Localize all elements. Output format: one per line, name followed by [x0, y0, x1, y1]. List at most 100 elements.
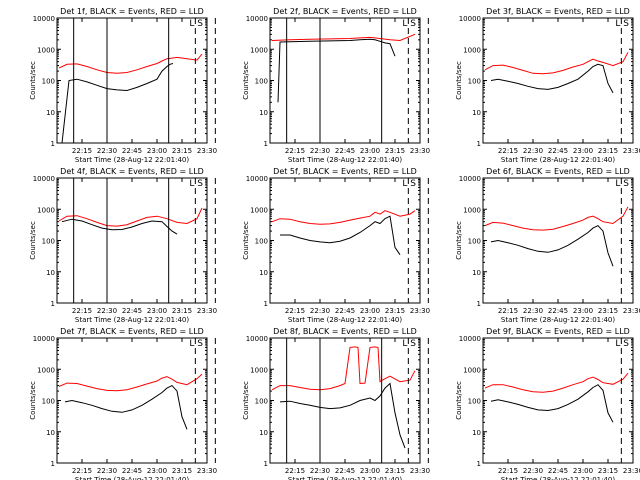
- x-axis-label: Start Time (28-Aug-12 22:01:40): [75, 156, 189, 164]
- x-tick-label: 22:30: [97, 307, 117, 315]
- marker-label: L S: [402, 19, 416, 29]
- y-tick-label: 100: [42, 238, 55, 246]
- series-line-events: [61, 218, 178, 235]
- series-line-events: [490, 224, 614, 267]
- y-tick-label: 1000: [250, 366, 268, 374]
- panel-8: Det 8f, BLACK = Events, RED = LLD L S 1 10 1…: [242, 327, 430, 480]
- marker-label: L S: [189, 179, 203, 189]
- plot-frame: [56, 337, 208, 464]
- y-tick-label: 100: [42, 398, 55, 406]
- y-tick-label: 10: [259, 429, 268, 437]
- x-axis-label: Start Time (28-Aug-12 22:01:40): [288, 316, 402, 324]
- y-axis-label: Counts/sec: [455, 221, 463, 260]
- x-tick-label: 23:15: [598, 307, 618, 315]
- marker-label: L S: [615, 19, 629, 29]
- y-tick-label: 100: [255, 238, 268, 246]
- panel-9: Det 9f, BLACK = Events, RED = LLD L S 1 10 1…: [455, 327, 640, 480]
- y-tick-label: 100: [42, 78, 55, 86]
- series-line-lld: [484, 372, 629, 393]
- x-tick-label: 23:30: [623, 147, 640, 155]
- y-tick-label: 10: [259, 269, 268, 277]
- x-tick-label: 22:15: [498, 467, 518, 475]
- x-tick-label: 22:15: [498, 147, 518, 155]
- series-line-events: [279, 382, 406, 449]
- panel-title: Det 5f, BLACK = Events, RED = LLD: [273, 167, 417, 176]
- series-line-events: [64, 384, 188, 430]
- x-tick-label: 23:00: [360, 147, 380, 155]
- y-tick-label: 10000: [246, 335, 268, 343]
- y-tick-label: 1000: [37, 366, 55, 374]
- panel-6: Det 6f, BLACK = Events, RED = LLD L S 1 10 1…: [455, 167, 640, 324]
- y-tick-label: 1000: [463, 46, 481, 54]
- x-tick-label: 22:15: [72, 467, 92, 475]
- x-tick-label: 22:30: [523, 307, 543, 315]
- y-axis-label: Counts/sec: [29, 221, 37, 260]
- y-tick-label: 10: [259, 109, 268, 117]
- marker-label: L S: [402, 179, 416, 189]
- y-tick-label: 10: [46, 269, 55, 277]
- series-line-lld: [271, 33, 416, 42]
- x-tick-label: 23:00: [147, 147, 167, 155]
- y-tick-label: 10000: [33, 15, 55, 23]
- y-tick-label: 10000: [33, 335, 55, 343]
- x-tick-label: 23:00: [573, 147, 593, 155]
- x-tick-label: 22:45: [548, 147, 568, 155]
- x-tick-label: 22:45: [335, 147, 355, 155]
- x-tick-label: 22:30: [310, 307, 330, 315]
- series-line-lld: [58, 373, 203, 392]
- panel-title: Det 8f, BLACK = Events, RED = LLD: [273, 327, 417, 336]
- x-tick-label: 23:15: [598, 147, 618, 155]
- y-tick-label: 10000: [459, 15, 481, 23]
- panel-title: Det 6f, BLACK = Events, RED = LLD: [486, 167, 630, 176]
- x-axis-label: Start Time (28-Aug-12 22:01:40): [501, 476, 615, 480]
- x-tick-label: 23:00: [360, 467, 380, 475]
- x-axis-label: Start Time (28-Aug-12 22:01:40): [75, 316, 189, 324]
- x-tick-label: 22:30: [97, 467, 117, 475]
- panel-title: Det 4f, BLACK = Events, RED = LLD: [60, 167, 204, 176]
- x-tick-label: 23:00: [147, 467, 167, 475]
- plot-frame: [482, 337, 634, 464]
- y-tick-label: 1000: [463, 206, 481, 214]
- x-tick-label: 22:45: [548, 307, 568, 315]
- x-tick-label: 22:15: [72, 307, 92, 315]
- y-tick-label: 1: [477, 300, 481, 308]
- panel-title: Det 7f, BLACK = Events, RED = LLD: [60, 327, 204, 336]
- marker-label: L S: [615, 339, 629, 349]
- panel-title: Det 9f, BLACK = Events, RED = LLD: [486, 327, 630, 336]
- plot-frame: [269, 177, 421, 304]
- y-axis-label: Counts/sec: [29, 381, 37, 420]
- plot-frame: [482, 177, 634, 304]
- x-tick-label: 22:15: [285, 307, 305, 315]
- marker-label: L S: [615, 179, 629, 189]
- y-axis-label: Counts/sec: [242, 381, 250, 420]
- y-tick-label: 1000: [37, 46, 55, 54]
- y-tick-label: 10: [472, 269, 481, 277]
- series-line-lld: [484, 52, 629, 75]
- y-axis-label: Counts/sec: [29, 61, 37, 100]
- y-tick-label: 1: [51, 140, 55, 148]
- panel-3: Det 3f, BLACK = Events, RED = LLD L S 1 10 1…: [455, 7, 640, 164]
- series-line-lld: [58, 53, 203, 74]
- y-tick-label: 100: [255, 398, 268, 406]
- y-tick-label: 10: [46, 109, 55, 117]
- y-tick-label: 100: [468, 238, 481, 246]
- plot-frame: [56, 177, 208, 304]
- x-axis-label: Start Time (28-Aug-12 22:01:40): [75, 476, 189, 480]
- x-axis-label: Start Time (28-Aug-12 22:01:40): [288, 476, 402, 480]
- y-tick-label: 10000: [246, 15, 268, 23]
- x-tick-label: 23:00: [147, 307, 167, 315]
- y-tick-label: 1000: [463, 366, 481, 374]
- x-tick-label: 22:15: [285, 147, 305, 155]
- series-line-events: [280, 215, 401, 255]
- panel-5: Det 5f, BLACK = Events, RED = LLD L S 1 10 1…: [242, 167, 430, 324]
- x-tick-label: 22:30: [523, 467, 543, 475]
- y-tick-label: 1000: [250, 206, 268, 214]
- y-tick-label: 1000: [37, 206, 55, 214]
- x-tick-label: 23:30: [410, 307, 430, 315]
- y-tick-label: 1: [264, 300, 268, 308]
- series-line-events: [490, 63, 614, 94]
- panel-title: Det 2f, BLACK = Events, RED = LLD: [273, 7, 417, 16]
- y-tick-label: 10: [472, 429, 481, 437]
- x-tick-label: 23:15: [172, 307, 192, 315]
